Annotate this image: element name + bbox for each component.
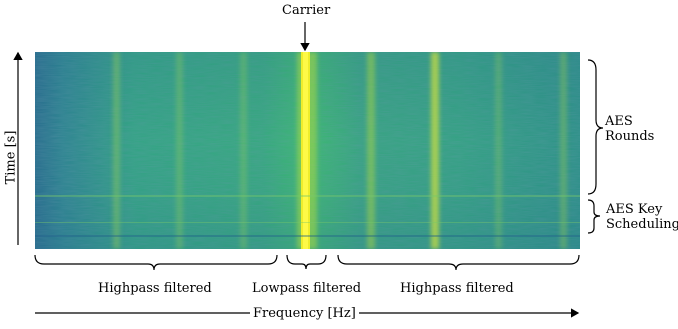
aes-rounds-brace [587,59,604,195]
right-filter-label: Highpass filtered [400,281,514,296]
aes-key-scheduling-label: AES Key Scheduling [606,202,678,232]
aes-key-scheduling-brace [587,199,601,234]
right-filter-brace [337,254,580,271]
spectrogram-image [35,52,580,249]
left-filter-brace [34,254,278,271]
aes-rounds-label: AES Rounds [605,114,655,144]
frequency-axis-label: Frequency [Hz] [250,306,359,321]
center-filter-label: Lowpass filtered [252,281,362,296]
time-axis-label: Time [s] [3,130,19,185]
left-filter-label: Highpass filtered [98,281,212,296]
center-filter-brace [286,254,327,270]
carrier-label: Carrier [282,3,331,18]
